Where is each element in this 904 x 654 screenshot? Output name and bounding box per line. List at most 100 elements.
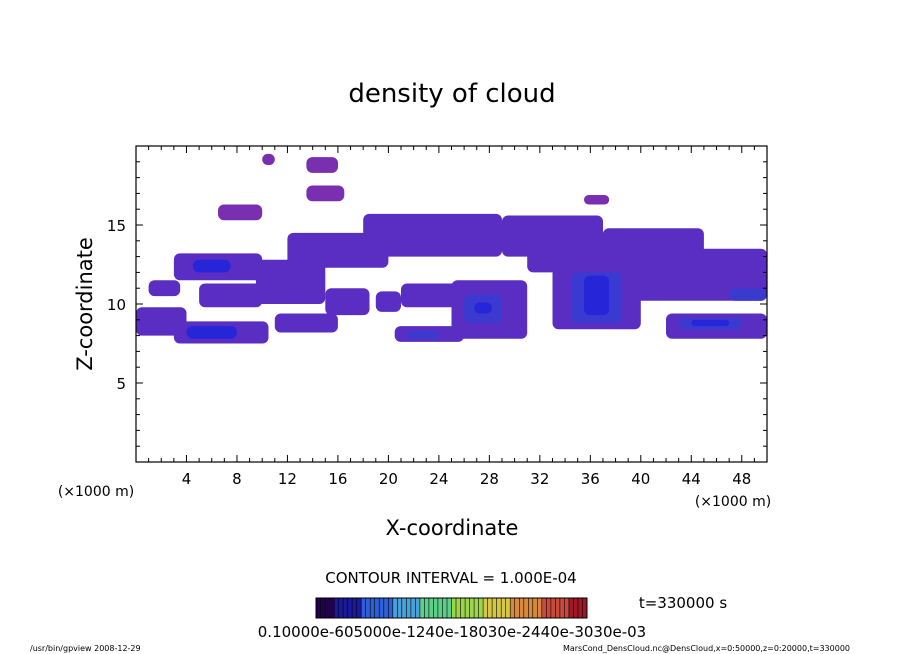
- x-tick-label: 16: [328, 470, 347, 488]
- cloud-region: [192, 259, 231, 273]
- y-axis-label: Z-coordinate: [73, 237, 97, 371]
- colorbar-cell: [537, 598, 543, 618]
- colorbar-cell: [578, 598, 583, 618]
- colorbar-cell: [320, 598, 326, 618]
- colorbar-tick-labels: 0.10000e-605000e-1240e-18030e-2440e-3030…: [258, 623, 646, 641]
- y-tick-label: 5: [116, 375, 126, 393]
- colorbar-cell: [428, 598, 434, 618]
- colorbar-cell: [347, 598, 353, 618]
- colorbar-cell: [469, 598, 475, 618]
- colorbar-cell: [550, 598, 556, 618]
- x-axis-unit-right: (×1000 m): [695, 494, 771, 510]
- colorbar-cell: [573, 598, 579, 618]
- x-tick-label: 4: [182, 470, 192, 488]
- time-label: t=330000 s: [639, 594, 727, 612]
- cloud-region: [691, 319, 730, 327]
- colorbar-cell: [582, 598, 588, 618]
- cloud-region: [306, 185, 345, 202]
- colorbar-cell: [365, 598, 371, 618]
- colorbar-cell: [401, 598, 407, 618]
- colorbar-cell: [424, 598, 430, 618]
- colorbar: [315, 598, 588, 618]
- colorbar-cell: [329, 598, 335, 618]
- cloud-region: [325, 288, 370, 316]
- colorbar-cell: [370, 598, 375, 618]
- cloud-region: [407, 330, 439, 339]
- cloud-region: [502, 215, 603, 257]
- cloud-region: [584, 275, 610, 316]
- cloud-region: [628, 248, 767, 301]
- colorbar-cell: [437, 598, 443, 618]
- colorbar-cell: [352, 598, 357, 618]
- x-tick-label: 12: [278, 470, 297, 488]
- cloud-region: [186, 326, 237, 339]
- chart-title: density of cloud: [348, 79, 555, 109]
- colorbar-cell: [410, 598, 416, 618]
- colorbar-cell: [415, 598, 421, 618]
- x-tick-label: 36: [581, 470, 600, 488]
- colorbar-cell: [474, 598, 479, 618]
- colorbar-cell: [447, 598, 452, 618]
- colorbar-cell: [338, 598, 344, 618]
- colorbar-cell: [483, 598, 488, 618]
- colorbar-cell: [406, 598, 412, 618]
- colorbar-cell: [392, 598, 398, 618]
- colorbar-cell: [555, 598, 561, 618]
- colorbar-cell: [541, 598, 547, 618]
- footer-right: MarsCond_DensCloud.nc@DensCloud,x=0:5000…: [563, 644, 850, 653]
- colorbar-cell: [559, 598, 565, 618]
- cloud-region: [474, 302, 492, 314]
- x-tick-label: 28: [480, 470, 499, 488]
- contour-interval-label: CONTOUR INTERVAL = 1.000E-04: [325, 569, 576, 587]
- colorbar-cell: [383, 598, 389, 618]
- colorbar-cell: [325, 598, 330, 618]
- cloud-region: [218, 204, 263, 221]
- cloud-region: [306, 157, 338, 173]
- cloud-region: [584, 195, 610, 205]
- cloud-region: [262, 153, 275, 165]
- colorbar-cell: [433, 598, 439, 618]
- cloud-field: [136, 153, 767, 344]
- colorbar-cell: [532, 598, 538, 618]
- cloud-region: [287, 232, 389, 268]
- x-tick-label: 20: [379, 470, 398, 488]
- cloud-region: [401, 283, 465, 308]
- x-tick-label: 24: [429, 470, 448, 488]
- colorbar-cell: [496, 598, 502, 618]
- colorbar-cell: [514, 598, 520, 618]
- colorbar-cell: [568, 598, 574, 618]
- colorbar-cell: [564, 598, 570, 618]
- colorbar-cell: [343, 598, 348, 618]
- x-axis-unit-left: (×1000 m): [58, 484, 134, 500]
- colorbar-cell: [397, 598, 403, 618]
- colorbar-cell: [374, 598, 380, 618]
- colorbar-cell: [505, 598, 511, 618]
- cloud-region: [363, 213, 502, 257]
- y-tick-label: 10: [107, 296, 126, 314]
- colorbar-cell: [388, 598, 394, 618]
- cloud-region: [375, 291, 401, 312]
- cloud-region: [199, 283, 263, 308]
- colorbar-cell: [465, 598, 470, 618]
- x-tick-label: 48: [732, 470, 751, 488]
- x-tick-label: 40: [631, 470, 650, 488]
- cloud-region: [148, 280, 181, 297]
- x-tick-label: 8: [232, 470, 242, 488]
- colorbar-cell: [487, 598, 493, 618]
- y-tick-label: 15: [107, 217, 126, 235]
- colorbar-cell: [519, 598, 525, 618]
- x-tick-label: 32: [530, 470, 549, 488]
- colorbar-cell: [456, 598, 461, 618]
- colorbar-cell: [460, 598, 466, 618]
- footer-left: /usr/bin/gpview 2008-12-29: [30, 644, 141, 653]
- colorbar-cell: [451, 598, 457, 618]
- colorbar-cell: [356, 598, 362, 618]
- colorbar-cell: [361, 598, 366, 618]
- colorbar-cell: [492, 598, 497, 618]
- colorbar-cell: [316, 598, 321, 618]
- colorbar-cell: [546, 598, 552, 618]
- colorbar-cell: [379, 598, 384, 618]
- colorbar-cell: [510, 598, 515, 618]
- colorbar-frame: [315, 597, 588, 619]
